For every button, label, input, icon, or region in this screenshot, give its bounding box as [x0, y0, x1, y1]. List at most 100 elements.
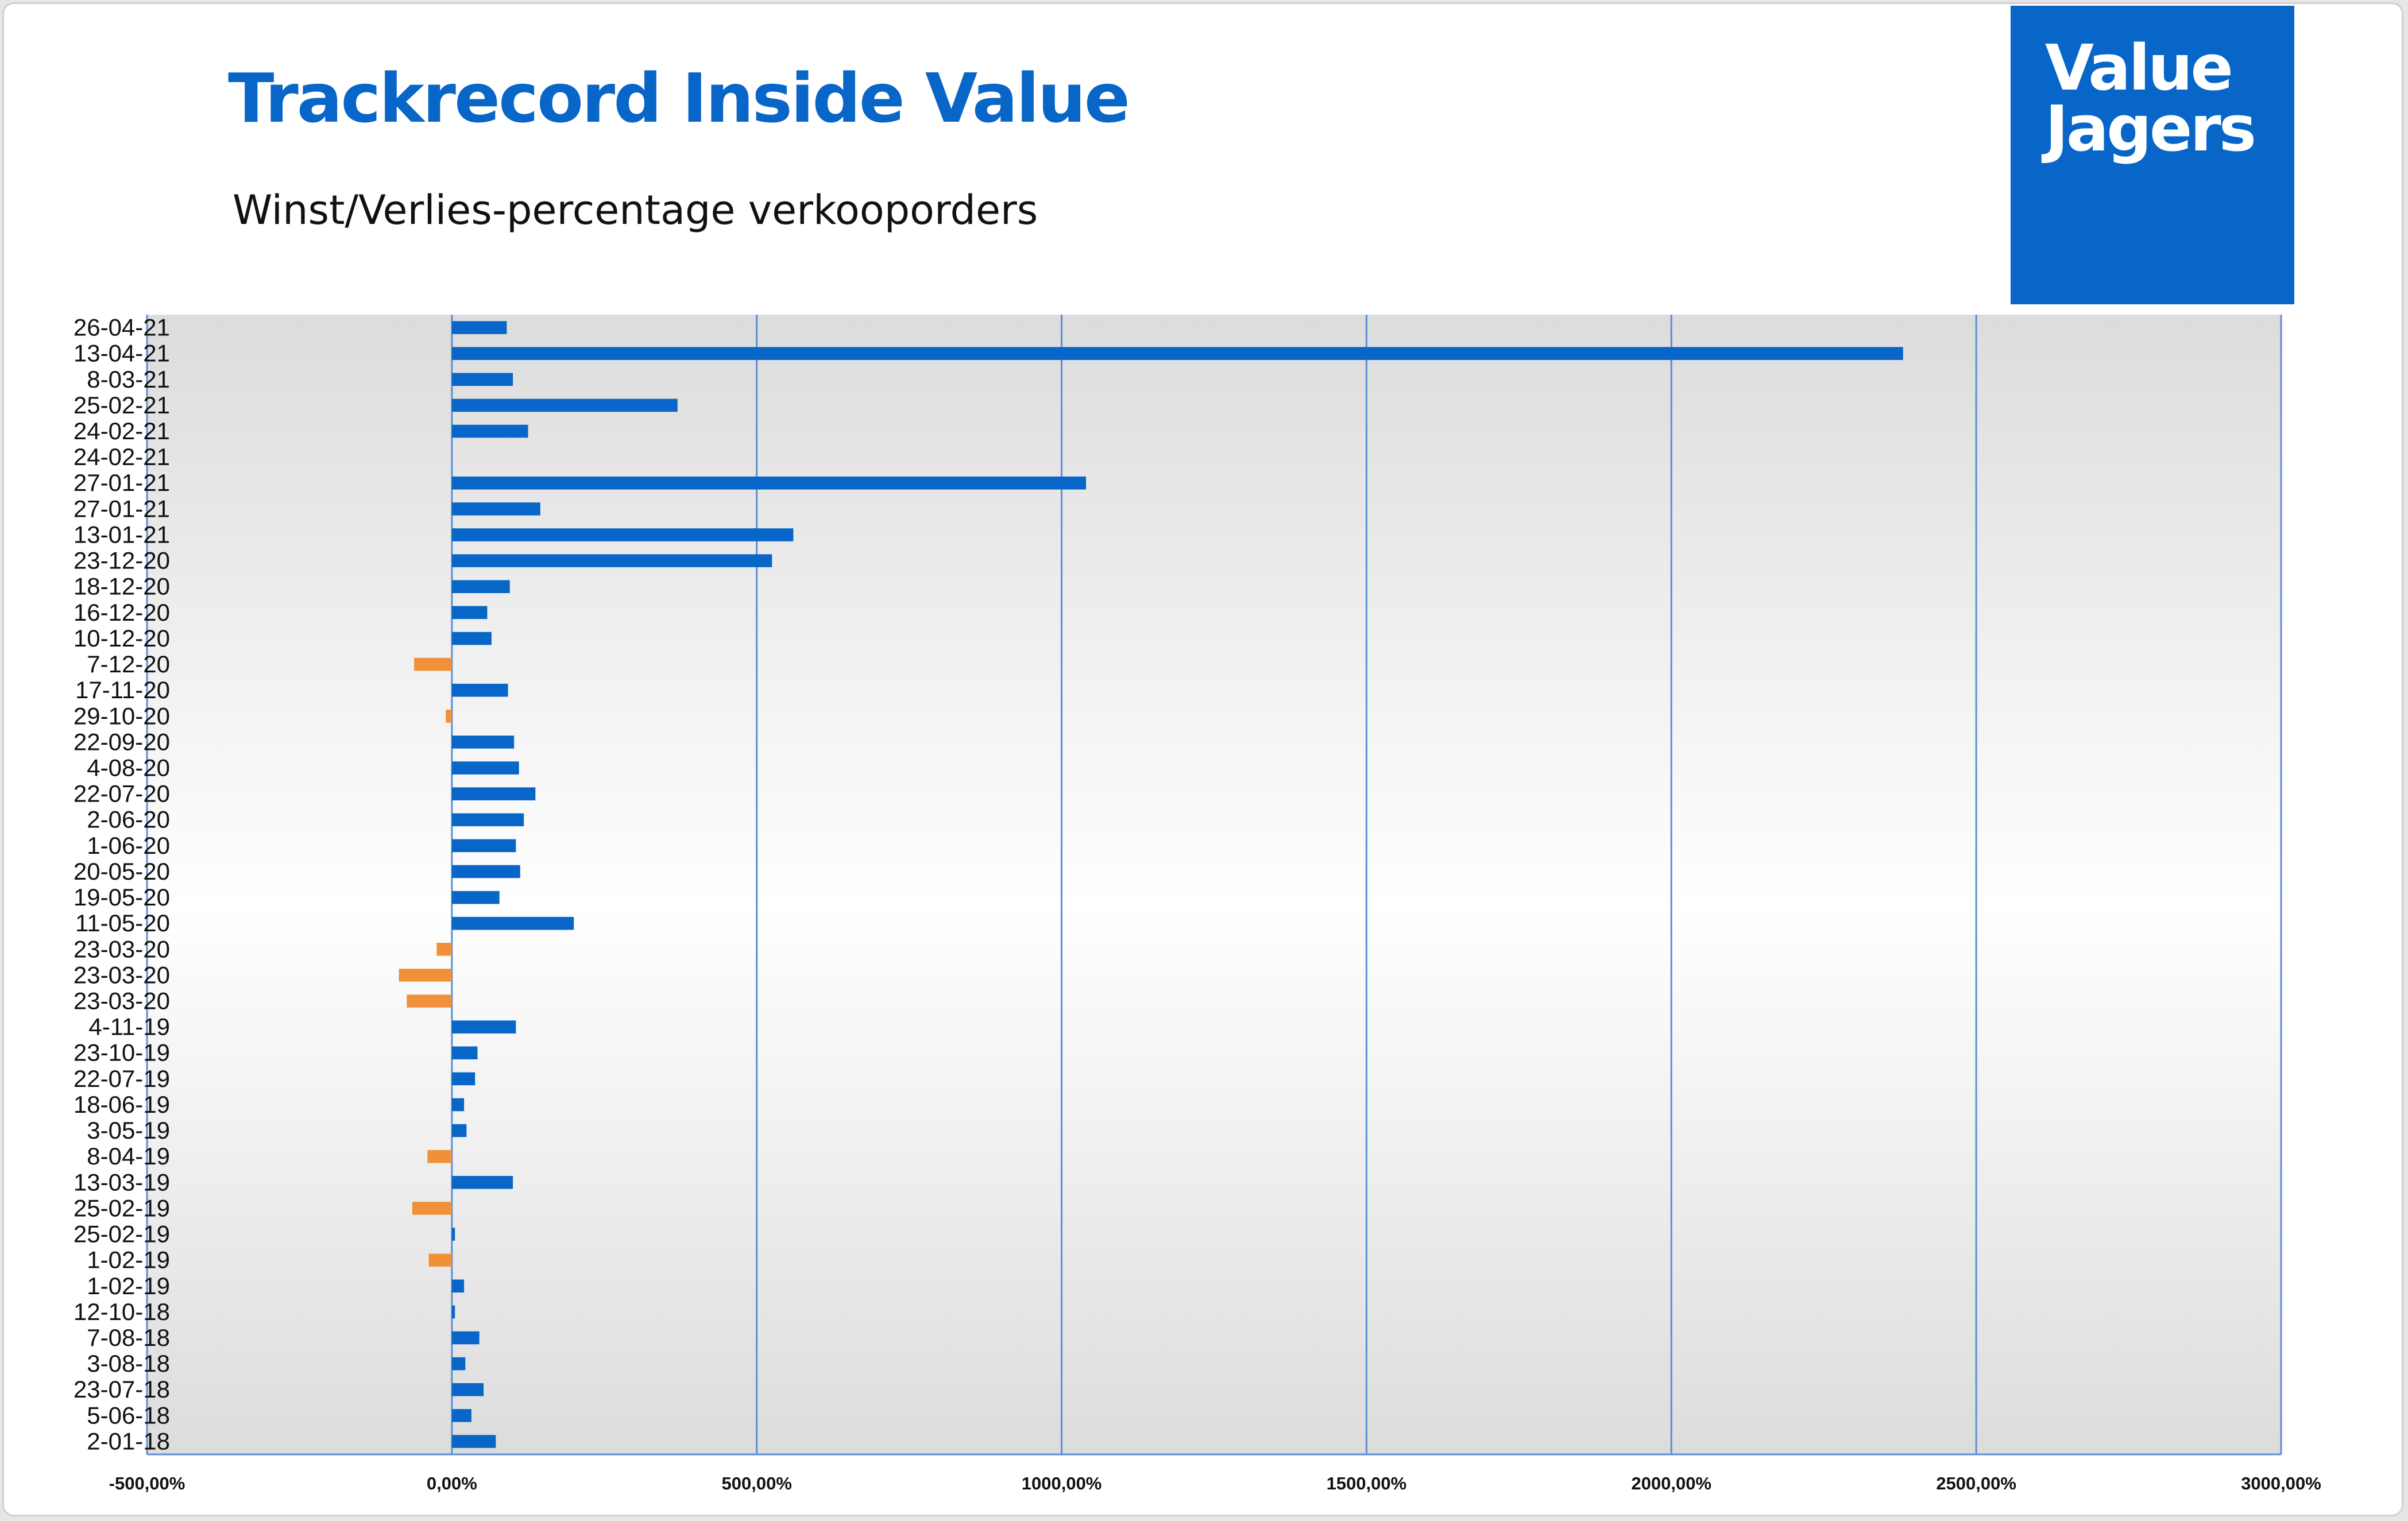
- bar: [451, 839, 516, 853]
- x-tick-label: 2000,00%: [1631, 1473, 1711, 1493]
- category-label: 20-05-20: [74, 858, 170, 885]
- bars: [399, 321, 1903, 1448]
- category-label: 18-12-20: [74, 573, 170, 600]
- x-tick-label: 500,00%: [722, 1473, 792, 1493]
- category-label: 5-06-18: [87, 1402, 170, 1429]
- bar: [451, 347, 1903, 360]
- category-label: 7-08-18: [87, 1324, 170, 1351]
- x-tick-label: 0,00%: [427, 1473, 477, 1493]
- category-label: 22-07-19: [74, 1065, 170, 1092]
- bar: [446, 709, 452, 723]
- bar: [451, 813, 524, 826]
- category-label: 12-10-18: [74, 1298, 170, 1325]
- bar: [407, 994, 452, 1008]
- bar: [451, 787, 536, 800]
- gridlines: [146, 315, 2282, 1456]
- bar: [451, 632, 492, 645]
- category-label: 4-08-20: [87, 754, 170, 781]
- category-label: 4-11-19: [88, 1013, 170, 1040]
- category-label: 27-01-21: [74, 495, 170, 522]
- category-label: 23-03-20: [74, 961, 170, 988]
- x-tick-labels: -500,00% 0,00% 500,00% 1000,00% 1500,00% 2000…: [109, 1473, 2321, 1493]
- x-tick-label: 2500,00%: [1936, 1473, 2016, 1493]
- category-label: 3-08-18: [87, 1350, 170, 1377]
- bar: [451, 865, 520, 878]
- category-label: 16-12-20: [74, 599, 170, 626]
- bar: [451, 736, 515, 749]
- x-tick-label: 1000,00%: [1022, 1473, 1102, 1493]
- bar: [414, 657, 452, 671]
- bar: [451, 528, 794, 541]
- bar: [451, 916, 574, 930]
- category-label: 19-05-20: [74, 884, 170, 911]
- bar: [451, 580, 510, 593]
- x-tick-label: 1500,00%: [1327, 1473, 1407, 1493]
- category-label: 1-02-19: [87, 1272, 170, 1299]
- bar: [451, 321, 507, 334]
- category-label: 2-06-20: [87, 806, 170, 833]
- category-label: 25-02-21: [74, 392, 170, 419]
- category-label: 29-10-20: [74, 702, 170, 729]
- bar: [451, 891, 500, 904]
- bar: [451, 1098, 465, 1112]
- bar: [451, 373, 513, 386]
- bar: [451, 1072, 476, 1086]
- bar: [451, 1357, 466, 1371]
- category-label: 25-02-19: [74, 1221, 170, 1248]
- category-label: 1-06-20: [87, 832, 170, 859]
- category-label: 23-03-20: [74, 988, 170, 1015]
- bar: [451, 761, 519, 775]
- bar: [451, 683, 508, 697]
- bar: [451, 1176, 513, 1189]
- category-label: 8-03-21: [87, 366, 170, 393]
- category-label: 3-05-19: [87, 1117, 170, 1144]
- bar: [428, 1253, 452, 1267]
- bar: [451, 554, 772, 567]
- category-label: 13-03-19: [74, 1168, 170, 1195]
- bar: [451, 424, 528, 438]
- category-label: 23-03-20: [74, 935, 170, 962]
- category-label: 25-02-19: [74, 1194, 170, 1221]
- bar: [451, 1279, 465, 1293]
- bar: [451, 502, 540, 516]
- x-tick-label: 3000,00%: [2241, 1473, 2321, 1493]
- category-label: 2-01-18: [87, 1427, 170, 1454]
- bar: [399, 969, 452, 982]
- bar: [412, 1202, 452, 1215]
- value-jagers-logo: Value Jagers: [2011, 6, 2294, 304]
- category-label: 24-02-21: [74, 417, 170, 444]
- bar: [451, 1305, 455, 1319]
- category-label: 13-04-21: [74, 340, 170, 367]
- logo-line-1: Value: [2045, 31, 2233, 105]
- category-label: 1-02-19: [87, 1247, 170, 1274]
- bar: [427, 1150, 452, 1163]
- bar: [451, 1331, 480, 1345]
- category-label: 22-09-20: [74, 728, 170, 755]
- bar: [451, 1383, 484, 1396]
- category-label: 7-12-20: [87, 651, 170, 678]
- category-label: 17-11-20: [75, 676, 170, 703]
- x-tick-label: -500,00%: [109, 1473, 185, 1493]
- bar: [451, 606, 488, 620]
- bar: [451, 1020, 516, 1034]
- category-label: 11-05-20: [75, 909, 170, 936]
- category-label: 23-10-19: [74, 1039, 170, 1066]
- category-label: 8-04-19: [87, 1143, 170, 1170]
- category-label: 27-01-21: [74, 469, 170, 496]
- category-label: 22-07-20: [74, 780, 170, 807]
- bar: [436, 943, 452, 956]
- category-label: 24-02-21: [74, 443, 170, 470]
- bar: [451, 1409, 471, 1422]
- chart-title: Trackrecord Inside Value: [228, 59, 1130, 138]
- category-label: 13-01-21: [74, 521, 170, 548]
- category-labels: 26-04-2113-04-218-03-2125-02-2124-02-212…: [74, 314, 170, 1455]
- chart-subtitle: Winst/Verlies-percentage verkooporders: [233, 187, 1038, 234]
- bar: [451, 476, 1087, 490]
- category-label: 23-12-20: [74, 547, 170, 574]
- logo-line-2: Jagers: [2045, 92, 2256, 165]
- category-label: 18-06-19: [74, 1091, 170, 1118]
- bar: [451, 1228, 455, 1241]
- bar: [451, 1124, 467, 1137]
- bar: [451, 398, 678, 412]
